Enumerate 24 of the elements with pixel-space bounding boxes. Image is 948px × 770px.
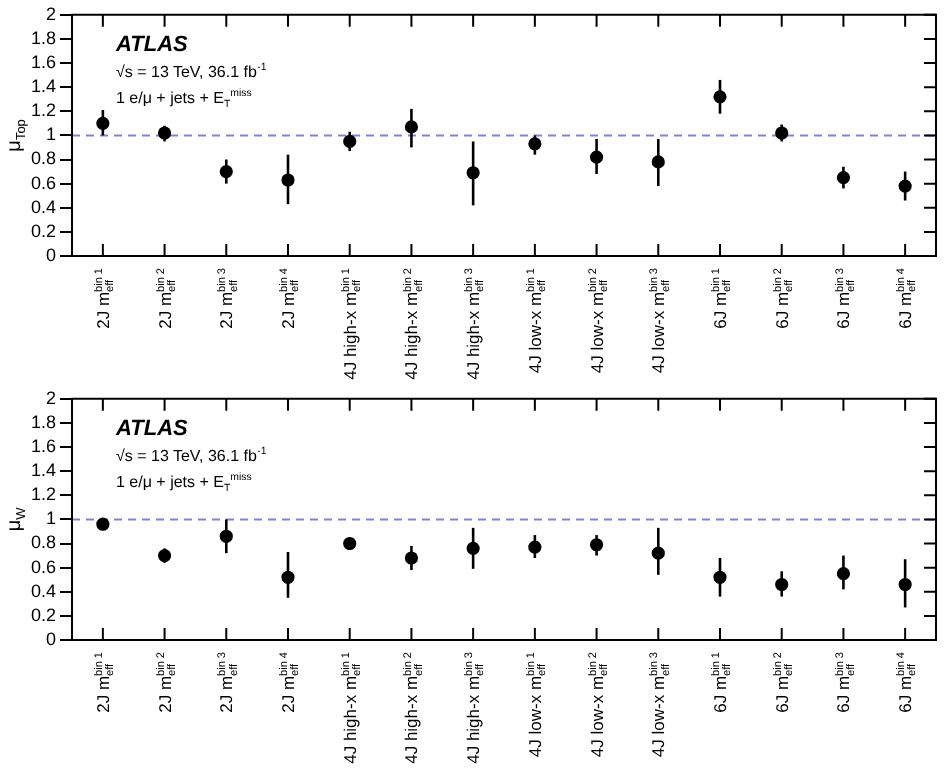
y-tick-label: 1.2 xyxy=(30,100,56,121)
y-tick-label: 1.2 xyxy=(30,484,56,505)
y-tick-label: 0.4 xyxy=(30,580,56,601)
annotation: ATLAS xyxy=(114,32,190,57)
y-tick-label: 1 xyxy=(45,508,56,529)
y-tick-label: 0.4 xyxy=(30,196,56,217)
y-tick-label: 1.8 xyxy=(30,27,56,48)
y-tick-label: 0.6 xyxy=(30,172,56,193)
y-tick-label: 0 xyxy=(45,628,56,649)
y-tick-label: 1.4 xyxy=(30,76,56,97)
y-tick-label: 1 xyxy=(45,124,56,145)
y-tick-label: 2 xyxy=(45,387,56,408)
y-tick-label: 2 xyxy=(45,3,56,24)
annotation: ATLAS xyxy=(114,416,190,441)
y-tick-label: 0.8 xyxy=(30,148,56,169)
y-tick-label: 1.4 xyxy=(30,460,56,481)
y-tick-label: 0.2 xyxy=(30,604,56,625)
y-tick-label: 1.6 xyxy=(30,436,56,457)
y-tick-label: 0.6 xyxy=(30,556,56,577)
y-tick-label: 0.8 xyxy=(30,532,56,553)
y-tick-label: 1.6 xyxy=(30,52,56,73)
y-tick-label: 1.8 xyxy=(30,411,56,432)
y-tick-label: 0.2 xyxy=(30,220,56,241)
y-tick-label: 0 xyxy=(45,244,56,265)
